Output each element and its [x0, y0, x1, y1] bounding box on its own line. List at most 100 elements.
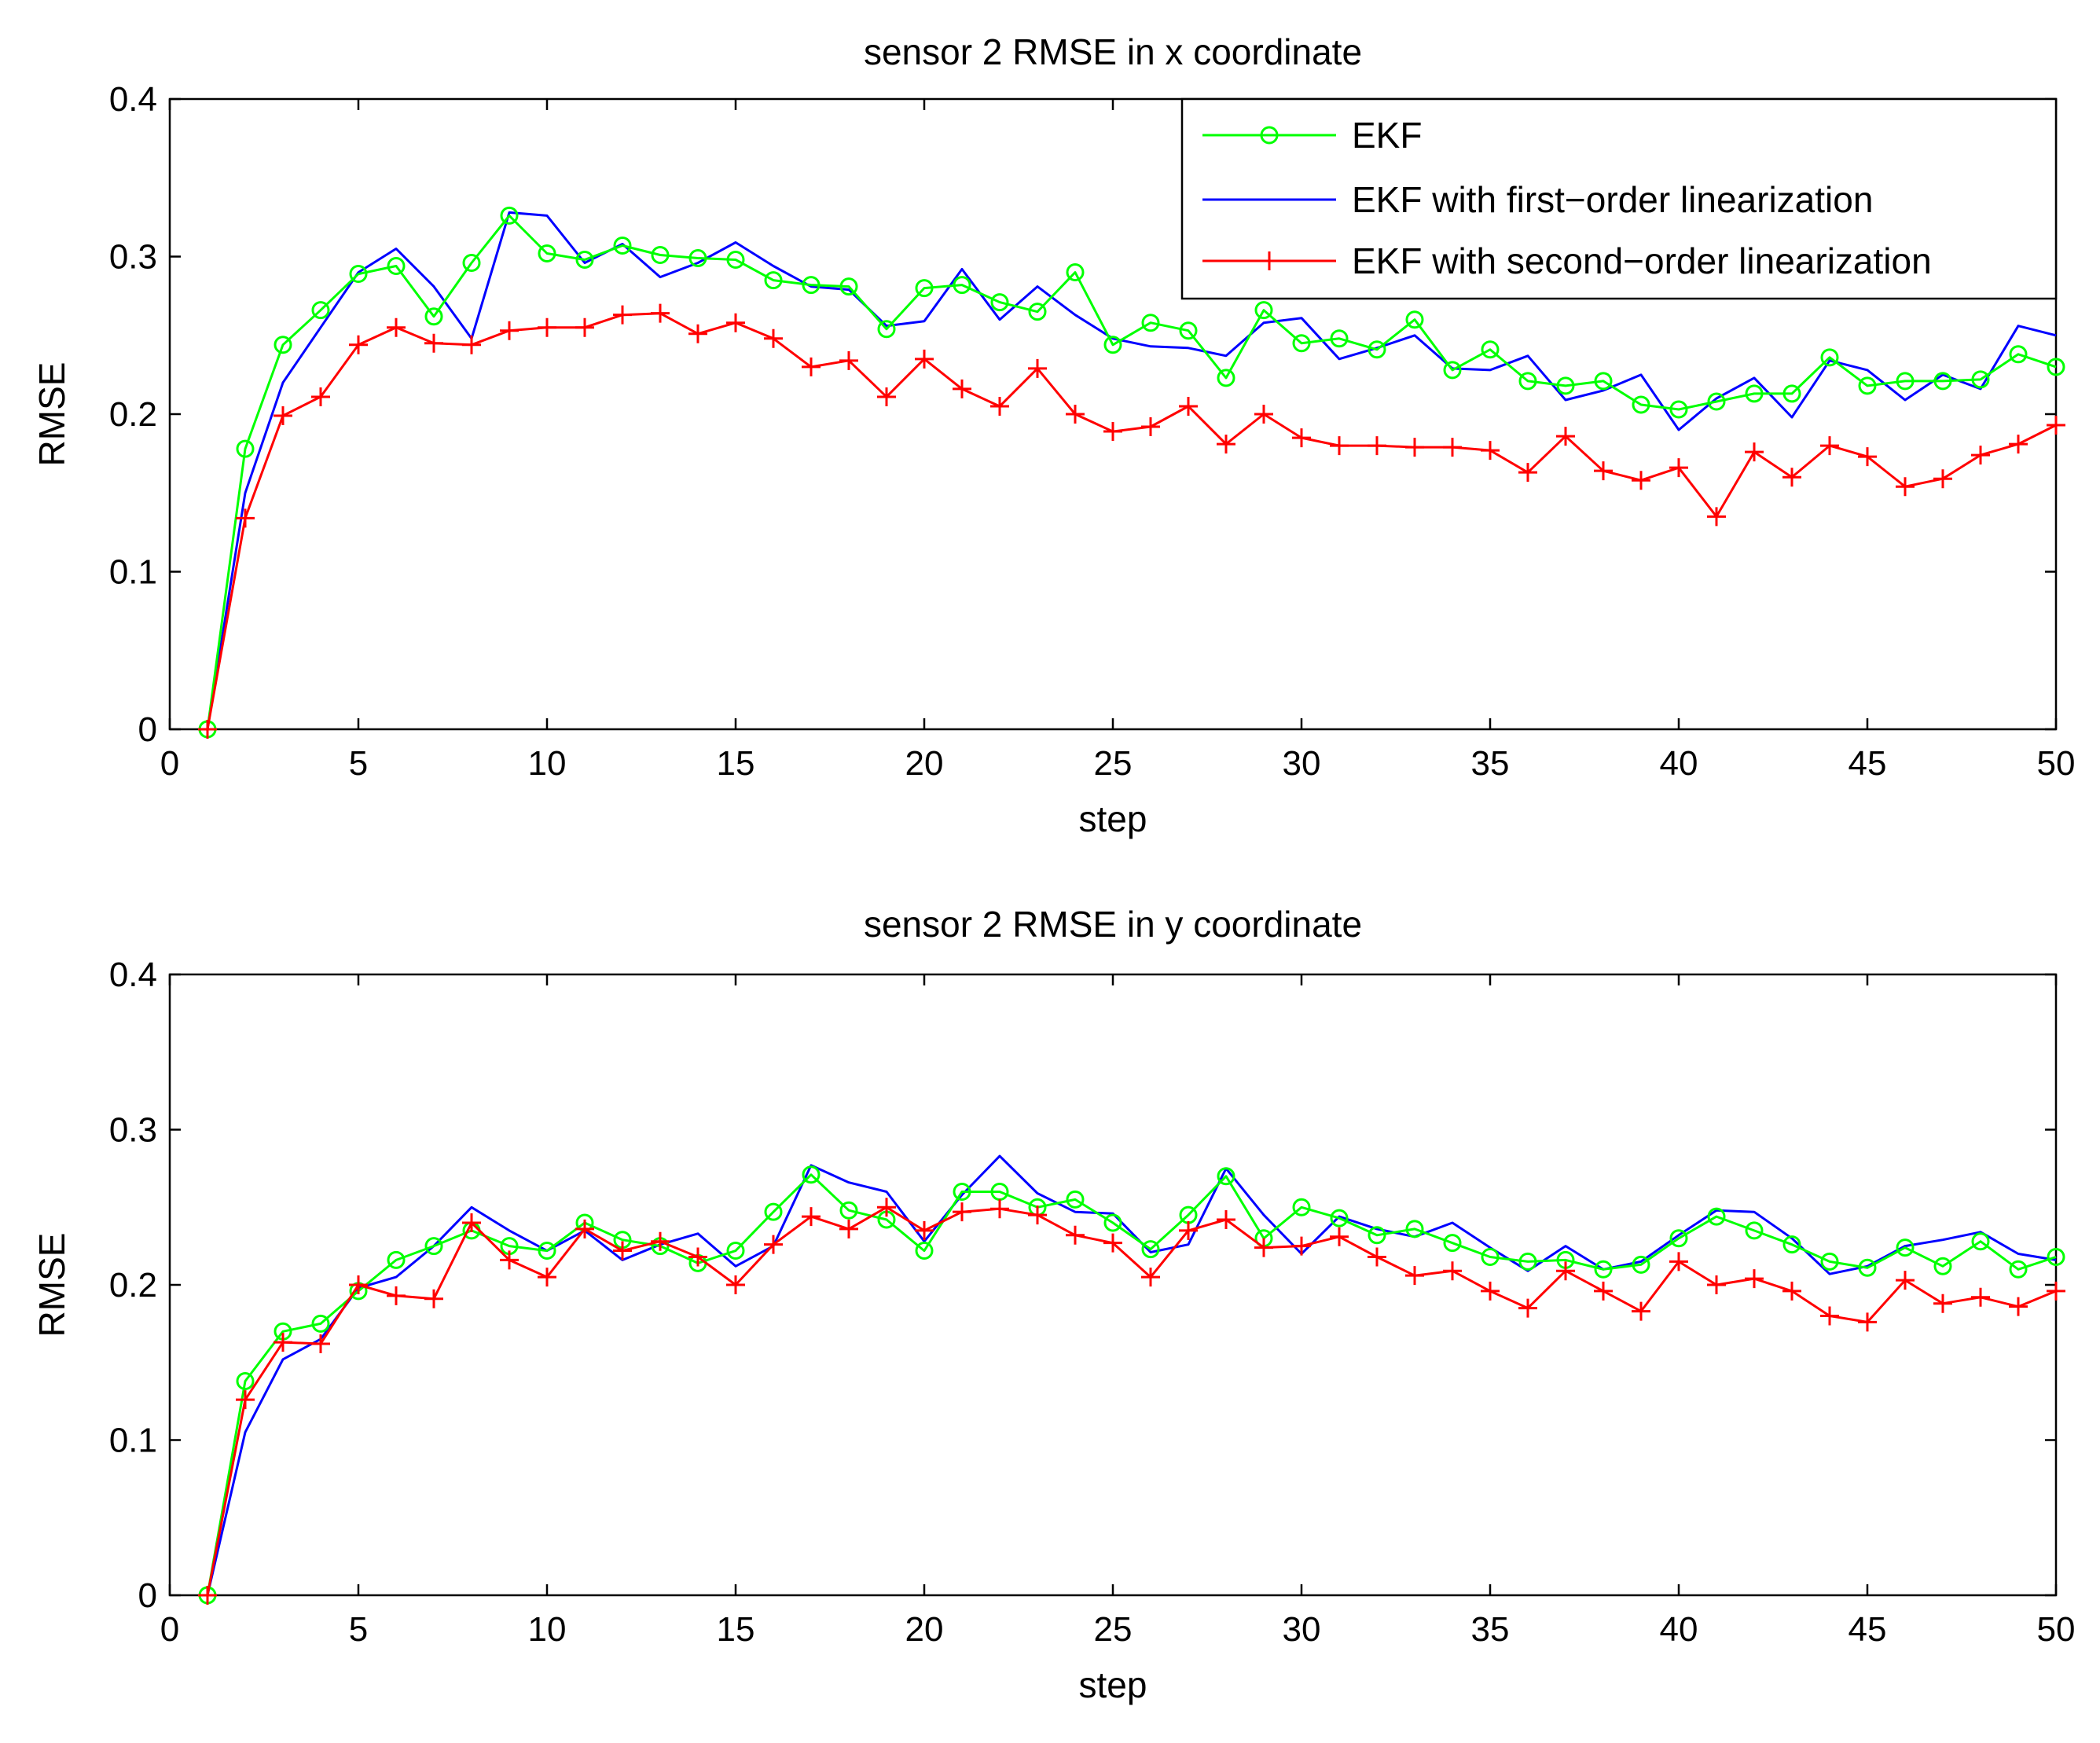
y-tick-label: 0.4 [109, 956, 157, 994]
data-point-ekf [1141, 1240, 1160, 1259]
data-point-second-order [538, 1268, 556, 1287]
data-point-second-order [764, 328, 783, 348]
data-point-second-order [1707, 507, 1726, 527]
x-tick-label: 10 [528, 744, 567, 783]
data-point-ekf [915, 279, 934, 298]
data-point-second-order [1669, 458, 1688, 478]
y-ticks: 0 0.1 0.2 0.3 0.4 [109, 956, 2056, 1615]
data-point-ekf [1481, 340, 1500, 359]
x-tick-label: 5 [349, 744, 368, 783]
y-axis-label: RMSE [31, 362, 72, 467]
data-point-second-order [877, 1198, 896, 1217]
data-point-second-order [1330, 1227, 1349, 1246]
legend-label-ekf: EKF [1352, 115, 1422, 156]
data-point-ekf [877, 320, 896, 339]
y-tick-label: 0 [138, 1576, 157, 1615]
data-point-ekf [1858, 1258, 1877, 1277]
y-tick-label: 0.2 [109, 1266, 157, 1304]
y-tick-label: 0.1 [109, 1422, 157, 1460]
x-tick-label: 35 [1471, 1610, 1510, 1649]
series-layer [198, 1154, 2065, 1605]
legend-entry-first-order: EKF with first−order linearization [1202, 179, 1873, 220]
y-tick-label: 0.1 [109, 553, 157, 592]
data-point-second-order [1443, 438, 1462, 457]
data-point-ekf [802, 276, 821, 295]
legend-entry-second-order: EKF with second−order linearization [1202, 240, 1932, 281]
data-point-second-order [1405, 1266, 1424, 1286]
data-point-second-order [424, 333, 443, 353]
data-point-second-order [1368, 436, 1386, 456]
data-point-second-order [990, 396, 1009, 416]
data-point-second-order [575, 317, 594, 337]
data-point-ekf [387, 257, 406, 276]
data-point-ekf [1632, 395, 1650, 414]
data-point-second-order [1443, 1261, 1462, 1281]
data-point-ekf [1103, 336, 1122, 354]
data-point-ekf [1330, 1209, 1349, 1227]
data-point-second-order [726, 313, 745, 332]
data-point-ekf [1179, 321, 1198, 340]
data-point-ekf [839, 277, 858, 296]
data-point-second-order [424, 1289, 443, 1308]
data-point-ekf [236, 439, 255, 458]
x-ticks: 0 5 10 15 20 25 30 35 40 45 50 [160, 99, 2075, 783]
data-point-second-order [349, 1275, 368, 1294]
data-point-ekf [311, 1314, 330, 1333]
data-point-second-order [575, 1219, 594, 1238]
data-point-second-order [2047, 1281, 2065, 1301]
data-point-second-order [1481, 441, 1500, 461]
data-point-second-order [2047, 416, 2065, 435]
data-point-second-order [2009, 1297, 2028, 1316]
x-tick-label: 40 [1660, 1610, 1698, 1649]
data-point-ekf [1368, 340, 1386, 359]
x-tick-label: 20 [905, 1610, 944, 1649]
data-point-second-order [1254, 1238, 1273, 1257]
data-point-ekf [1858, 376, 1877, 395]
data-point-second-order [1028, 358, 1047, 378]
data-point-second-order [1292, 1236, 1311, 1256]
data-point-second-order [1368, 1247, 1386, 1267]
data-point-ekf [1707, 1207, 1726, 1226]
x-tick-label: 45 [1849, 744, 1887, 783]
data-point-ekf [1141, 314, 1160, 332]
data-point-ekf [1481, 1247, 1500, 1266]
data-point-ekf [1594, 1260, 1613, 1279]
x-tick-label: 35 [1471, 744, 1510, 783]
data-point-second-order [1518, 1298, 1537, 1318]
data-point-second-order [1405, 438, 1424, 457]
data-point-ekf [1707, 392, 1726, 411]
x-tick-label: 5 [349, 1610, 368, 1649]
y-tick-label: 0 [138, 710, 157, 749]
data-point-second-order [726, 1275, 745, 1294]
data-point-second-order [1971, 1287, 1990, 1307]
data-point-ekf [726, 251, 745, 270]
data-point-second-order [1933, 1293, 1952, 1313]
chart-title: sensor 2 RMSE in x coordinate [864, 31, 1362, 72]
data-point-ekf [1103, 1213, 1122, 1232]
data-point-ekf [500, 206, 519, 225]
data-point-second-order [236, 1390, 255, 1410]
data-point-second-order [1066, 1225, 1085, 1245]
data-point-ekf [1820, 1252, 1839, 1271]
data-point-second-order [1971, 446, 1990, 465]
data-point-ekf [839, 1201, 858, 1220]
data-point-second-order [1254, 405, 1273, 424]
data-point-second-order [2009, 435, 2028, 454]
data-point-ekf [1782, 384, 1801, 403]
data-point-ekf [1443, 1234, 1462, 1253]
data-point-second-order [538, 317, 556, 337]
data-point-second-order [500, 1250, 519, 1270]
data-point-second-order [1820, 436, 1839, 456]
legend-label-second-order: EKF with second−order linearization [1352, 240, 1932, 281]
y-tick-label: 0.2 [109, 395, 157, 434]
data-point-second-order [1179, 1220, 1198, 1240]
data-point-ekf [1405, 1220, 1424, 1238]
data-point-second-order [1217, 1210, 1235, 1230]
data-point-second-order [1292, 428, 1311, 448]
data-point-second-order [311, 387, 330, 406]
x-tick-label: 40 [1660, 744, 1698, 783]
data-point-ekf [1745, 1221, 1764, 1240]
data-point-second-order [651, 303, 670, 323]
data-point-ekf [688, 249, 707, 268]
